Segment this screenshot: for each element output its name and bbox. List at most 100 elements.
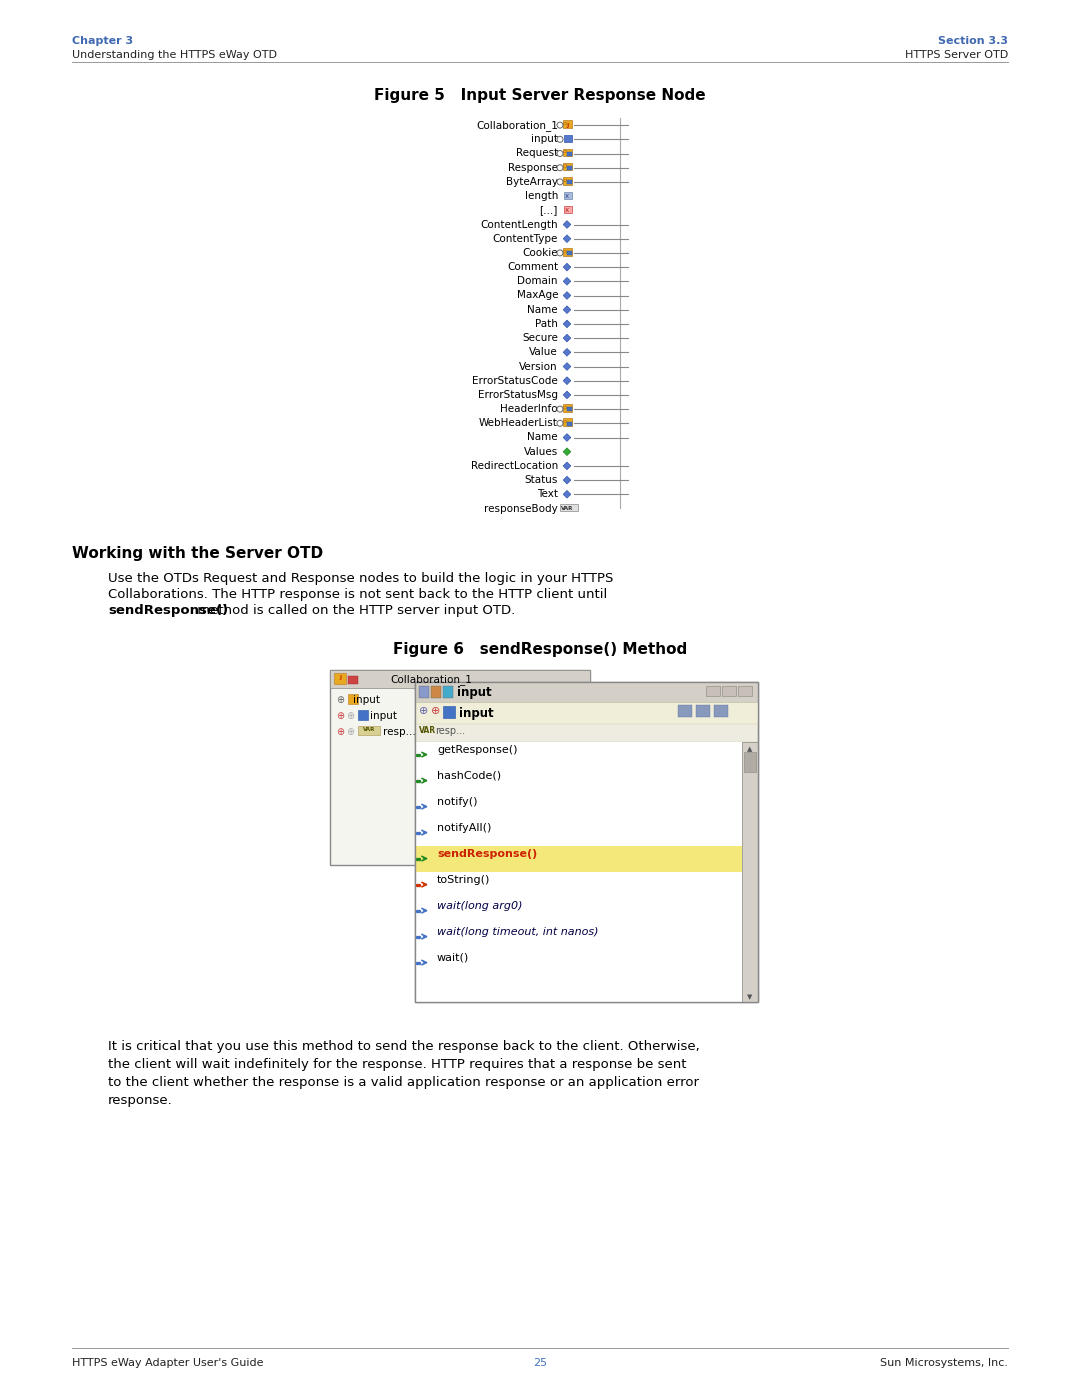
Text: Path: Path [535, 319, 558, 328]
Polygon shape [563, 363, 571, 370]
Bar [567, 408, 571, 411]
Text: MaxAge: MaxAge [516, 291, 558, 300]
Bar [714, 704, 728, 717]
Bar [357, 710, 368, 719]
Polygon shape [563, 320, 571, 328]
Bar [563, 149, 566, 152]
Text: to the client whether the response is a valid application response or an applica: to the client whether the response is a … [108, 1076, 699, 1088]
Bar [567, 180, 571, 184]
Bar [567, 251, 571, 256]
Bar [563, 120, 571, 127]
Text: Working with the Server OTD: Working with the Server OTD [72, 546, 323, 560]
Bar [443, 686, 453, 697]
Text: Name: Name [527, 433, 558, 443]
Text: Collaborations. The HTTP response is not sent back to the HTTP client until: Collaborations. The HTTP response is not… [108, 588, 607, 601]
Text: x: x [565, 193, 569, 200]
Bar [431, 686, 441, 697]
Text: wait(long timeout, int nanos): wait(long timeout, int nanos) [437, 926, 598, 936]
Bar [415, 845, 742, 872]
Text: Figure 6   sendResponse() Method: Figure 6 sendResponse() Method [393, 641, 687, 657]
Text: VAR: VAR [363, 726, 375, 732]
Text: input: input [457, 686, 491, 698]
Bar [561, 503, 578, 511]
Text: Sun Microsystems, Inc.: Sun Microsystems, Inc. [880, 1358, 1008, 1368]
Text: Version: Version [519, 362, 558, 372]
Text: ▼: ▼ [747, 995, 753, 1000]
Text: ⊕: ⊕ [336, 726, 345, 736]
Text: Section 3.3: Section 3.3 [939, 36, 1008, 46]
Circle shape [557, 165, 563, 170]
Bar [744, 752, 756, 771]
Bar [563, 148, 571, 156]
Bar [563, 418, 571, 426]
Text: ⊕: ⊕ [346, 726, 354, 736]
Bar [564, 191, 571, 200]
Polygon shape [563, 334, 571, 342]
Polygon shape [563, 292, 571, 299]
Text: Chapter 3: Chapter 3 [72, 36, 133, 46]
Bar [415, 682, 758, 1002]
Text: J: J [339, 675, 341, 680]
Text: 25: 25 [532, 1358, 548, 1368]
Polygon shape [563, 433, 571, 441]
Text: ⊕: ⊕ [431, 705, 441, 715]
Circle shape [557, 137, 563, 142]
Bar [348, 693, 357, 704]
Text: toString(): toString() [437, 875, 490, 884]
Bar [415, 701, 758, 724]
Text: wait(): wait() [437, 953, 469, 963]
Polygon shape [563, 490, 571, 499]
Text: ContentType: ContentType [492, 233, 558, 243]
Text: responseBody: responseBody [484, 503, 558, 514]
Bar [564, 205, 571, 214]
Polygon shape [563, 476, 571, 483]
Text: Figure 5   Input Server Response Node: Figure 5 Input Server Response Node [374, 88, 706, 103]
Bar [415, 767, 742, 793]
Bar [723, 686, 735, 696]
Bar [567, 166, 571, 170]
Text: RedirectLocation: RedirectLocation [471, 461, 558, 471]
Circle shape [557, 420, 563, 426]
Text: [...]: [...] [540, 205, 558, 215]
Text: It is critical that you use this method to send the response back to the client.: It is critical that you use this method … [108, 1039, 700, 1052]
Bar [563, 177, 571, 184]
Bar [563, 179, 566, 180]
Text: VAR: VAR [419, 725, 436, 735]
Circle shape [557, 122, 563, 129]
Text: input: input [459, 707, 494, 719]
Text: Status: Status [525, 475, 558, 485]
Polygon shape [563, 377, 571, 384]
Text: the client will wait indefinitely for the response. HTTP requires that a respons: the client will wait indefinitely for th… [108, 1058, 687, 1070]
Text: wait(long arg0): wait(long arg0) [437, 901, 523, 911]
Bar [563, 250, 566, 251]
Bar [415, 820, 742, 845]
Text: response.: response. [108, 1094, 173, 1106]
Polygon shape [563, 391, 571, 398]
Text: WebHeaderList: WebHeaderList [480, 418, 558, 429]
Text: ⊕: ⊕ [336, 694, 345, 704]
Text: Domain: Domain [517, 277, 558, 286]
Polygon shape [563, 462, 571, 469]
Bar [357, 725, 380, 735]
Bar [563, 165, 566, 166]
Bar [415, 872, 742, 898]
Text: ▲: ▲ [747, 746, 753, 753]
Bar [706, 686, 720, 696]
Polygon shape [563, 306, 571, 313]
Bar [415, 724, 758, 742]
Text: Comment: Comment [507, 263, 558, 272]
Text: ⊕: ⊕ [346, 711, 354, 721]
Polygon shape [563, 263, 571, 271]
Text: Value: Value [529, 348, 558, 358]
Text: notify(): notify() [437, 796, 477, 806]
Bar [563, 247, 571, 256]
Bar [678, 704, 692, 717]
Polygon shape [563, 221, 571, 228]
Bar [563, 420, 566, 422]
Text: HTTPS eWay Adapter User's Guide: HTTPS eWay Adapter User's Guide [72, 1358, 264, 1368]
Polygon shape [563, 278, 571, 285]
Bar [415, 682, 758, 1002]
Polygon shape [563, 448, 571, 455]
Circle shape [557, 407, 563, 412]
Bar [696, 704, 710, 717]
